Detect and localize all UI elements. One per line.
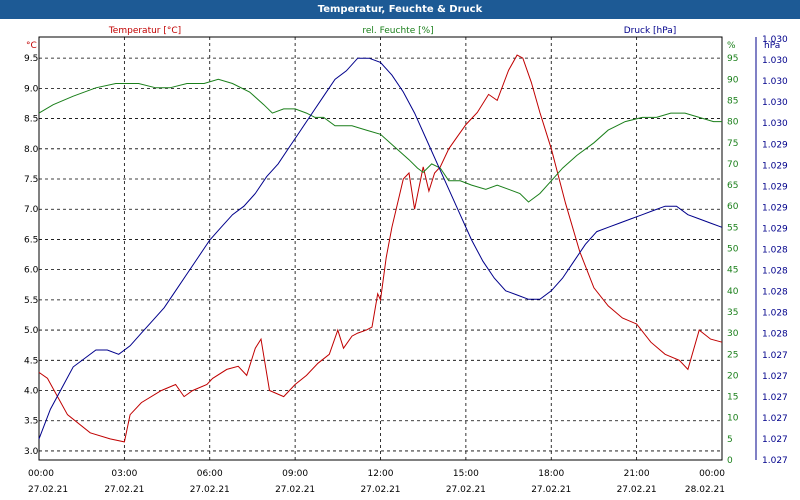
x-tick-time: 03:00 <box>111 469 137 479</box>
x-tick-time: 18:00 <box>538 469 564 479</box>
x-tick-date: 27.02.21 <box>617 485 657 495</box>
humidity-tick-label: 75 <box>727 139 738 149</box>
temp-tick-label: 5.0 <box>24 326 39 336</box>
pressure-tick-label: 1.028 <box>762 309 788 319</box>
pressure-tick-label: 1.029 <box>762 224 788 234</box>
x-tick-time: 09:00 <box>282 469 308 479</box>
legend-pressure: Druck [hPa] <box>624 26 677 36</box>
humidity-tick-label: 0 <box>727 456 733 466</box>
temp-tick-label: 9.5 <box>24 54 38 64</box>
x-tick-date: 28.02.21 <box>685 485 725 495</box>
x-tick-time: 12:00 <box>368 469 394 479</box>
pressure-tick-label: 1.029 <box>762 182 788 192</box>
humidity-tick-label: 30 <box>727 329 739 339</box>
pressure-unit-label: hPa <box>764 41 780 51</box>
temp-unit-label: °C <box>26 41 37 51</box>
x-tick-time: 00:00 <box>28 469 54 479</box>
humidity-tick-label: 45 <box>727 266 738 276</box>
x-tick-date: 27.02.21 <box>190 485 230 495</box>
pressure-tick-label: 1.029 <box>762 203 788 213</box>
pressure-tick-label: 1.028 <box>762 267 788 277</box>
humidity-tick-label: 50 <box>727 245 739 255</box>
temp-tick-label: 8.5 <box>24 115 38 125</box>
humidity-tick-label: 5 <box>727 435 733 445</box>
temp-tick-label: 7.5 <box>24 175 38 185</box>
series-line-temperature <box>38 54 723 443</box>
humidity-tick-label: 85 <box>727 96 738 106</box>
legend-temperature: Temperatur [°C] <box>108 26 181 36</box>
temp-tick-label: 7.0 <box>24 205 39 215</box>
humidity-tick-label: 55 <box>727 223 738 233</box>
x-tick-date: 27.02.21 <box>446 485 486 495</box>
pressure-tick-label: 1.028 <box>762 330 788 340</box>
pressure-tick-label: 1.027 <box>762 372 788 382</box>
humidity-tick-label: 20 <box>727 371 739 381</box>
legend-humidity: rel. Feuchte [%] <box>362 26 433 36</box>
x-tick-time: 06:00 <box>197 469 223 479</box>
pressure-tick-label: 1.030 <box>762 98 788 108</box>
humidity-tick-label: 25 <box>727 350 738 360</box>
chart-title: Temperatur, Feuchte & Druck <box>0 0 800 19</box>
x-tick-date: 27.02.21 <box>531 485 571 495</box>
temp-tick-label: 3.0 <box>24 447 39 457</box>
humidity-tick-label: 70 <box>727 160 739 170</box>
pressure-tick-label: 1.030 <box>762 56 788 66</box>
pressure-tick-label: 1.027 <box>762 456 788 466</box>
axes: 00:00 27.02.21 03:00 27.02.21 06:00 27.02.21 0… <box>24 35 788 495</box>
pressure-tick-label: 1.027 <box>762 351 788 361</box>
temp-tick-label: 6.0 <box>24 266 39 276</box>
humidity-tick-label: 15 <box>727 393 738 403</box>
temp-tick-label: 4.0 <box>24 387 39 397</box>
pressure-tick-label: 1.030 <box>762 119 788 129</box>
humidity-tick-label: 95 <box>727 54 738 64</box>
x-tick-date: 27.02.21 <box>275 485 315 495</box>
x-tick-time: 15:00 <box>453 469 479 479</box>
pressure-tick-label: 1.028 <box>762 288 788 298</box>
temp-tick-label: 6.5 <box>24 235 38 245</box>
x-tick-date: 27.02.21 <box>104 485 144 495</box>
pressure-tick-label: 1.027 <box>762 435 788 445</box>
temp-tick-label: 8.0 <box>24 145 39 155</box>
temp-tick-label: 5.5 <box>24 296 38 306</box>
humidity-tick-label: 40 <box>727 287 739 297</box>
pressure-tick-label: 1.029 <box>762 140 788 150</box>
pressure-tick-label: 1.027 <box>762 393 788 403</box>
x-tick-date: 27.02.21 <box>28 485 68 495</box>
humidity-tick-label: 65 <box>727 181 738 191</box>
series-line-humidity <box>38 78 722 203</box>
pressure-tick-label: 1.029 <box>762 161 788 171</box>
pressure-tick-label: 1.030 <box>762 77 788 87</box>
pressure-tick-label: 1.027 <box>762 414 788 424</box>
grid <box>39 37 722 460</box>
x-tick-time: 21:00 <box>624 469 650 479</box>
temp-tick-label: 4.5 <box>24 356 38 366</box>
x-tick-time: 00:00 <box>699 469 725 479</box>
temp-tick-label: 9.0 <box>24 84 39 94</box>
pressure-tick-label: 1.030 <box>762 35 788 45</box>
humidity-tick-label: 90 <box>727 75 739 85</box>
series <box>38 54 723 443</box>
humidity-tick-label: 60 <box>727 202 739 212</box>
temp-tick-label: 3.5 <box>24 417 38 427</box>
pressure-tick-label: 1.028 <box>762 246 788 256</box>
humidity-tick-label: 10 <box>727 414 739 424</box>
humidity-unit-label: % <box>727 41 736 51</box>
humidity-tick-label: 35 <box>727 308 738 318</box>
series-line-pressure <box>38 57 723 440</box>
x-tick-date: 27.02.21 <box>360 485 400 495</box>
humidity-tick-label: 80 <box>727 118 739 128</box>
legend: Temperatur [°C] rel. Feuchte [%] Druck [hP… <box>108 26 676 36</box>
